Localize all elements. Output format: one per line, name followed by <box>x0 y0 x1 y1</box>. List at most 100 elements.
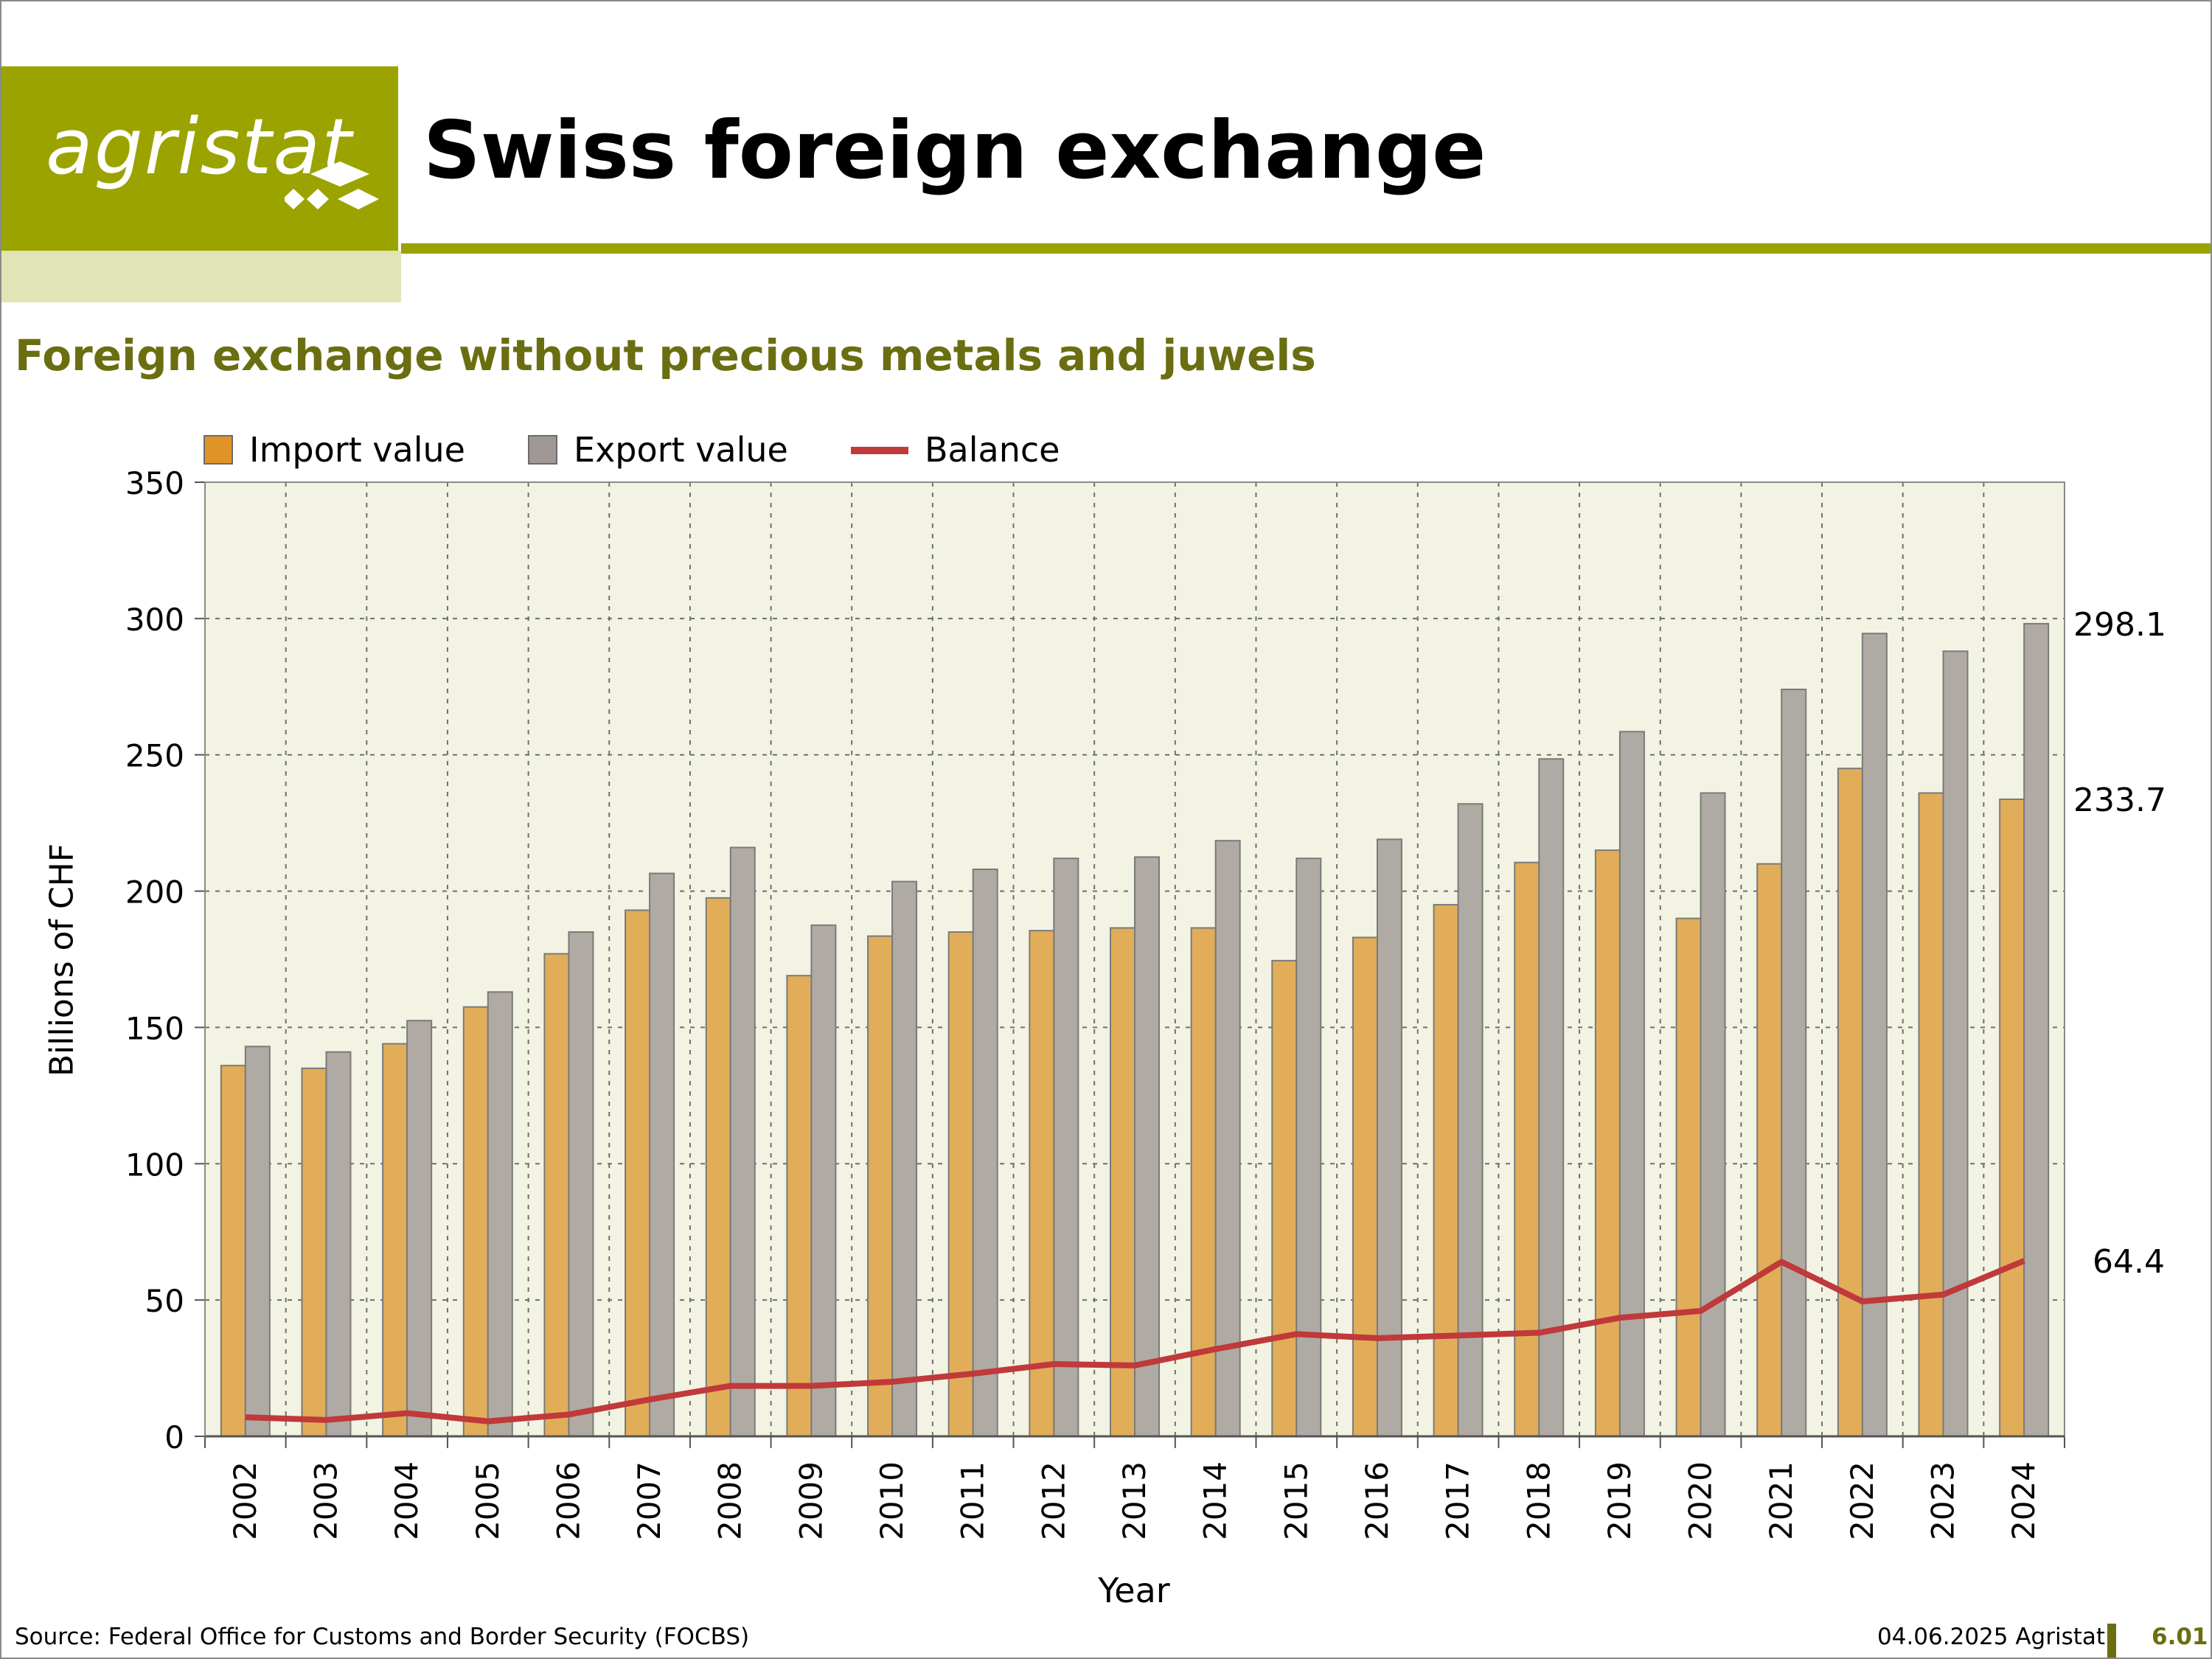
import-bar <box>1675 917 1702 1437</box>
import-bar <box>1514 861 1540 1438</box>
export-bar <box>406 1020 433 1437</box>
logo-diamond-icon <box>285 161 379 209</box>
import-bar <box>1999 798 2025 1437</box>
export-bar <box>1538 758 1565 1437</box>
y-tick-label: 250 <box>125 738 184 774</box>
x-tick-label: 2011 <box>955 1461 991 1540</box>
export-bar <box>325 1051 352 1437</box>
x-tick-label: 2016 <box>1359 1461 1395 1540</box>
legend-label-import: Import value <box>249 430 465 470</box>
title-rule <box>401 243 2211 254</box>
import-bar <box>301 1067 327 1438</box>
export-bar <box>891 880 918 1438</box>
export-bar <box>1618 731 1645 1437</box>
end-value-label: 64.4 <box>2093 1243 2165 1281</box>
export-bar <box>1781 688 1807 1437</box>
x-tick-label: 2019 <box>1601 1461 1638 1540</box>
import-bar <box>1594 849 1621 1437</box>
y-tick-label: 200 <box>125 874 184 911</box>
import-bar <box>1837 768 1863 1437</box>
import-bar <box>947 931 974 1437</box>
y-tick-label: 150 <box>125 1010 184 1046</box>
footer-divider <box>2107 1624 2116 1658</box>
x-tick-label: 2007 <box>631 1461 667 1540</box>
import-bar <box>625 909 651 1437</box>
x-tick-label: 2022 <box>1844 1461 1880 1540</box>
page-title: Swiss foreign exchange <box>423 105 1486 197</box>
import-bar <box>1433 904 1459 1437</box>
import-bar <box>382 1043 408 1437</box>
export-bar <box>568 931 594 1437</box>
import-bar <box>1029 930 1055 1438</box>
export-bar <box>649 872 675 1438</box>
x-tick-label: 2017 <box>1440 1461 1476 1540</box>
legend-label-balance: Balance <box>925 430 1060 470</box>
import-bar <box>1190 927 1217 1438</box>
export-bar <box>1861 633 1888 1437</box>
x-tick-label: 2015 <box>1278 1461 1314 1540</box>
import-bar <box>867 935 894 1438</box>
export-bar <box>1700 792 1726 1437</box>
export-bar <box>1214 840 1241 1438</box>
export-bar <box>972 868 998 1437</box>
x-tick-label: 2021 <box>1763 1461 1799 1540</box>
y-tick-label: 0 <box>164 1419 184 1455</box>
export-bar <box>1295 858 1322 1437</box>
legend-swatch-export <box>528 435 557 465</box>
y-tick-label: 100 <box>125 1147 184 1183</box>
y-tick-label: 300 <box>125 602 184 638</box>
export-bar <box>2023 622 2050 1437</box>
x-tick-label: 2012 <box>1035 1461 1071 1540</box>
import-bar <box>1271 959 1298 1437</box>
export-bar <box>1376 838 1402 1437</box>
x-tick-label: 2005 <box>470 1461 506 1540</box>
x-tick-label: 2018 <box>1520 1461 1557 1540</box>
x-tick-label: 2008 <box>712 1461 748 1540</box>
y-tick-label: 350 <box>125 465 184 501</box>
y-axis-label: Billions of CHF <box>43 843 81 1077</box>
x-tick-label: 2020 <box>1683 1461 1719 1540</box>
export-bar <box>1053 858 1079 1437</box>
import-bar <box>462 1006 489 1437</box>
export-bar <box>729 846 756 1437</box>
x-tick-label: 2013 <box>1116 1461 1152 1540</box>
footer-date-publisher: 04.06.2025 Agristat <box>1877 1624 2106 1650</box>
import-bar <box>1918 792 1944 1437</box>
end-value-label: 233.7 <box>2073 782 2166 819</box>
import-bar <box>1110 927 1135 1438</box>
page-number: 6.01 <box>2152 1624 2208 1650</box>
agristat-logo <box>1 66 398 251</box>
export-bar <box>1942 650 1969 1437</box>
x-tick-label: 2010 <box>874 1461 910 1540</box>
x-tick-label: 2014 <box>1197 1461 1234 1540</box>
y-tick-label: 50 <box>145 1283 184 1319</box>
legend-line-balance <box>851 447 908 454</box>
import-bar <box>543 953 570 1437</box>
export-bar <box>1134 856 1160 1438</box>
chart-subtitle: Foreign exchange without precious metals… <box>15 330 1316 380</box>
logo-underbar <box>1 251 401 302</box>
source-note: Source: Federal Office for Customs and B… <box>15 1624 750 1650</box>
export-bar <box>487 991 513 1437</box>
import-bar <box>1756 863 1783 1437</box>
export-bar <box>244 1046 271 1437</box>
import-bar <box>786 975 813 1437</box>
export-bar <box>810 924 837 1438</box>
logo-text: agristat <box>46 102 353 192</box>
x-tick-label: 2024 <box>2006 1461 2042 1540</box>
import-bar <box>220 1065 246 1438</box>
export-bar <box>1457 803 1484 1437</box>
x-tick-label: 2003 <box>307 1461 344 1540</box>
balance-line <box>245 1258 2025 1425</box>
import-bar <box>705 897 731 1438</box>
import-bar <box>1352 936 1378 1437</box>
x-axis-label: Year <box>1098 1571 1170 1610</box>
x-tick-label: 2023 <box>1925 1461 1961 1540</box>
x-tick-label: 2006 <box>550 1461 586 1540</box>
x-tick-label: 2009 <box>793 1461 829 1540</box>
legend-swatch-import <box>204 435 233 465</box>
x-tick-label: 2002 <box>227 1461 263 1540</box>
legend-label-export: Export value <box>574 430 788 470</box>
